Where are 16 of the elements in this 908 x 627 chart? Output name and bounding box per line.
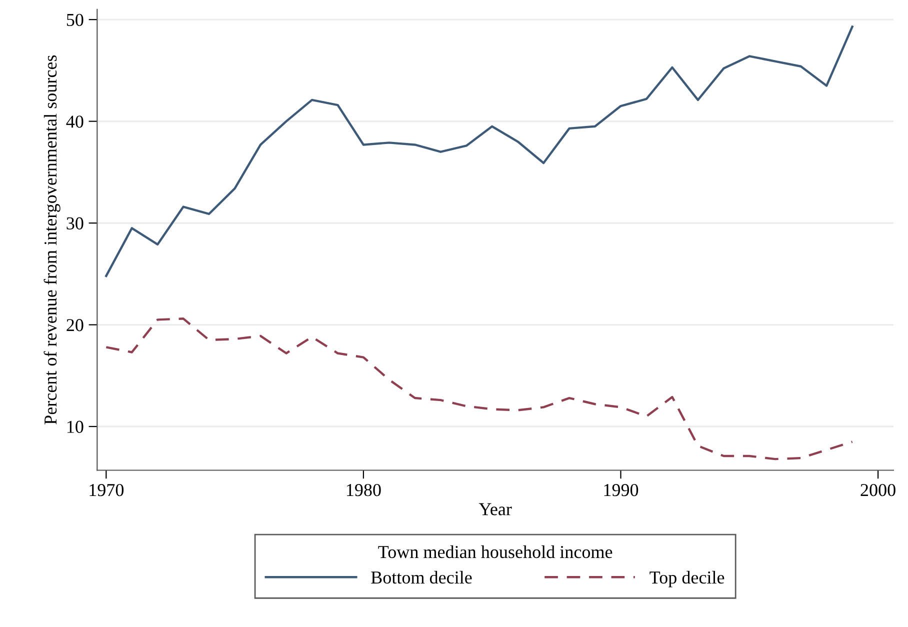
y-axis-title: Percent of revenue from intergovernmental sources: [44, 55, 60, 424]
y-tick-label: 30: [66, 217, 84, 230]
x-tick-label: 1970: [90, 484, 124, 496]
y-tick-label: 50: [66, 14, 84, 26]
x-axis-title: Year: [478, 503, 512, 516]
x-tick-label: 1980: [346, 484, 381, 496]
y-tick-label: 20: [66, 319, 84, 332]
y-tick-label: 40: [66, 116, 84, 128]
x-tick-label: 2000: [860, 484, 896, 496]
line-series: [105, 26, 854, 278]
legend-label: Bottom decile: [371, 570, 472, 584]
legend-title: Town median household income: [378, 545, 612, 558]
x-tick-label: 1990: [604, 484, 638, 496]
legend-label: Top decile: [650, 570, 724, 588]
y-tick-label: 10: [67, 420, 84, 433]
line-series: [105, 318, 854, 460]
